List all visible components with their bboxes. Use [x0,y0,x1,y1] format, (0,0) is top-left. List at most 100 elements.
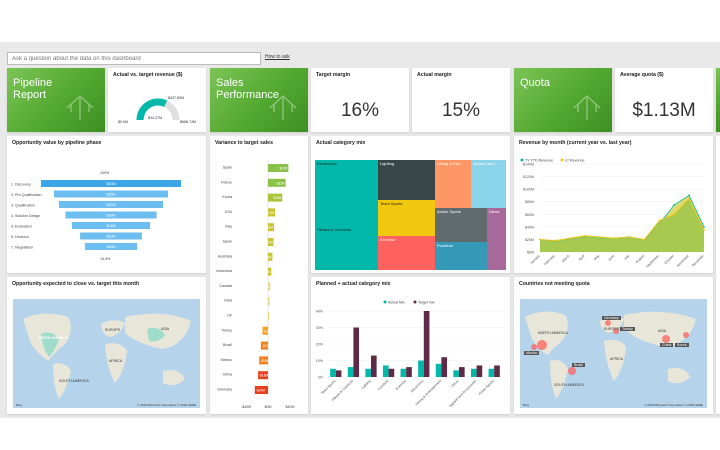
treemap-cell[interactable]: Apparel and ... [471,160,506,208]
variance-value: $11M [265,226,273,230]
variance-bar [268,208,276,217]
how-to-ask-link[interactable]: How to ask [265,54,290,60]
y-tick: $0M [527,251,534,255]
variance-bar [268,312,270,320]
treemap-cell[interactable]: Team Sports [378,200,435,236]
funnel-bar [58,201,164,208]
y-tick: 10% [316,359,324,363]
treemap-cell[interactable]: Lighting [378,160,435,200]
world-map[interactable]: NORTH AMERICA SOUTH AMERICA EUROPE AFRIC… [13,299,200,408]
country-tag[interactable]: Turkey [620,327,635,331]
legend-marker [413,300,417,304]
planned-actual-tile[interactable]: Planned + actual category mix 0% 10% 20% 30… [311,277,510,414]
x-tick: May [593,254,601,262]
variance-bar [259,356,268,365]
variance-value: $3M [262,300,269,304]
partial-tile [716,136,720,414]
category-mix-tile[interactable]: Actual category mix Electronics Lighting… [311,136,510,273]
mix-bar [347,367,354,377]
area-series [540,198,704,252]
quota-tile[interactable]: Quota [514,68,612,132]
x-tick: Action Sports [478,379,495,396]
mix-bar [470,368,477,377]
variance-category: France [221,180,232,184]
tile-title: Actual category mix [316,140,366,146]
data-point [688,197,690,200]
variance-tile[interactable]: Variance to target sales Spain $37M France… [210,136,308,414]
treemap-cell[interactable]: Electronics [315,160,378,226]
y-tick: $40M [525,225,534,229]
data-point [613,237,616,240]
funnel-chart: 1. Discovery $43M 2. Pre-Qualification $35M… [11,180,181,250]
x-tick: $0M [265,405,272,409]
country-tag[interactable]: Brazil [572,363,585,367]
data-point [598,236,601,238]
funnel-bar [41,180,181,187]
world-map[interactable]: NORTH AMERICA SOUTH AMERICA EUROPE AFRIC… [520,299,707,408]
x-tick: July [623,254,630,261]
x-tick: August [635,254,645,264]
variance-bar [268,297,270,306]
country-tag[interactable]: Germany [602,316,621,320]
qna-input[interactable] [7,52,261,65]
sales-performance-tile[interactable]: Sales Performance [210,68,308,132]
funnel-tile[interactable]: Opportunity value by pipeline phase 100%… [7,136,206,273]
y-tick: $100M [523,188,534,192]
data-point [539,238,541,241]
country-tag[interactable]: Korea [675,343,689,347]
kpi-value: 15% [441,100,481,121]
variance-value: $10M [265,241,273,245]
funnel-bar [71,222,151,229]
expected-close-tile[interactable]: Opportunity expected to close vs. target… [7,277,206,414]
map-label: AFRICA [109,359,123,363]
top-bar [0,0,720,42]
variance-bar [260,341,268,350]
mix-bar [382,365,389,377]
treemap-cell[interactable]: Dining & Ent... [435,160,471,208]
target-margin-tile[interactable]: Target margin 16% [311,68,409,132]
legend-label: Target mix [418,301,435,305]
funnel-category: 2. Pre-Qualification [11,193,42,197]
pipeline-report-tile[interactable]: Pipeline Report [7,68,105,132]
x-tick: March [561,254,571,264]
variance-bar [268,193,283,202]
variance-category: Korea [222,195,232,199]
data-point [703,225,705,228]
tile-title: Opportunity value by pipeline phase [12,140,102,146]
treemap-cell[interactable]: Décor [487,208,506,270]
variance-value: -$13M [262,344,271,348]
logo-icon [269,94,297,120]
data-point [628,236,631,238]
treemap-cell[interactable]: Pillows & Cushions [315,226,378,270]
variance-chart: Spain $37M France $32M Korea $26M USA $13M Italy… [216,160,295,409]
x-tick: April [578,254,586,262]
average-quota-tile[interactable]: Average quota ($) $1.13M [615,68,713,132]
tile-title: Variance to target sales [215,140,273,146]
actual-vs-target-tile[interactable]: Actual vs. target revenue ($) $0.0M $44.… [108,68,206,132]
map-label: SOUTH AMERICA [59,379,89,383]
y-tick: $60M [525,213,534,217]
actual-margin-tile[interactable]: Actual margin 15% [412,68,510,132]
treemap-cell[interactable]: Action Sports [435,208,487,242]
country-tag[interactable]: China [660,343,674,347]
funnel-bottom-label: 14.4% [100,257,111,261]
legend-label: TY YTD Revenue [525,159,553,163]
treemap-cell[interactable]: Furniture [435,242,487,270]
x-tick: Exercise [395,379,407,391]
mix-bar [371,355,377,377]
variance-category: China [223,373,232,377]
variance-value: $26M [273,196,281,200]
map-credit: © 2018 Microsoft Corporation © 2018 HERE [137,403,196,407]
variance-value: $8M [265,255,272,259]
data-point [703,229,705,231]
country-tag[interactable]: Mexico [524,351,540,355]
revenue-month-tile[interactable]: Revenue by month (current year vs. last … [514,136,713,273]
treemap-cell[interactable]: Exercise [378,236,435,270]
funnel-bar [80,232,142,240]
funnel-category: 5. Evaluation [11,225,32,229]
x-tick: September [645,253,660,268]
countries-tile[interactable]: Countries not meeting quota NORTH AMERIC… [514,277,713,414]
x-tick: December [691,253,706,268]
variance-bar [254,386,268,394]
variance-bar [268,267,272,276]
